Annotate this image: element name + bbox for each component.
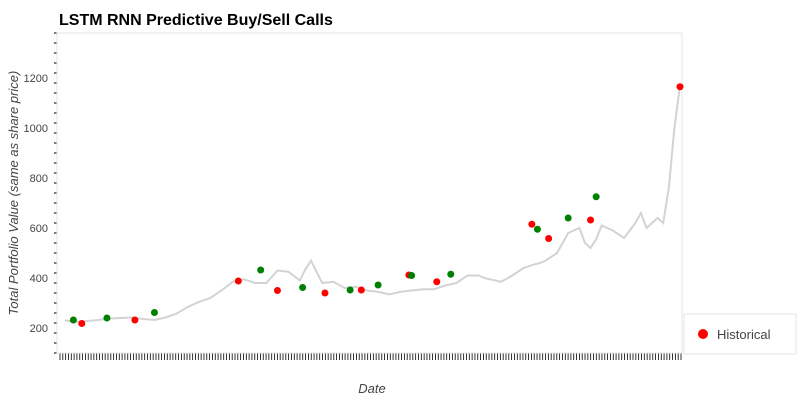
chart-title: LSTM RNN Predictive Buy/Sell Calls <box>59 12 333 29</box>
y-tick-label: 1200 <box>24 73 48 85</box>
sell-marker <box>545 235 553 242</box>
sell-marker <box>433 278 441 286</box>
sell-marker <box>528 220 536 228</box>
y-tick-label: 800 <box>30 173 48 185</box>
x-axis-label: Date <box>358 381 385 396</box>
legend-label-historical: Historical <box>717 327 771 342</box>
y-tick-label: 600 <box>30 223 48 235</box>
y-tick-label: 200 <box>30 323 48 335</box>
buy-marker <box>533 225 541 233</box>
sell-marker <box>321 289 329 297</box>
buy-marker <box>408 272 416 279</box>
sell-marker <box>357 286 365 294</box>
sell-marker <box>78 320 86 327</box>
y-tick-label: 1000 <box>24 123 48 135</box>
buy-marker <box>447 270 455 278</box>
plot-area <box>64 83 684 327</box>
sell-marker <box>131 316 139 324</box>
sell-marker <box>234 277 242 285</box>
sell-marker <box>273 287 281 294</box>
buy-marker <box>374 281 382 289</box>
buy-marker <box>150 309 158 316</box>
legend: Historical <box>683 313 797 355</box>
y-tick-label: 400 <box>30 273 48 285</box>
plot-frame <box>56 32 683 354</box>
signal-markers <box>69 83 684 327</box>
price-line <box>64 85 681 323</box>
buy-marker <box>69 316 77 324</box>
sell-marker <box>676 83 684 91</box>
buy-marker <box>257 266 265 274</box>
buy-marker <box>103 314 111 322</box>
y-axis: 200 400 600 800 1000 1200 <box>24 32 58 354</box>
x-axis <box>57 352 682 360</box>
buy-marker <box>346 286 354 294</box>
sell-marker <box>587 216 595 224</box>
legend-marker-historical <box>698 329 708 339</box>
buy-marker <box>564 214 572 222</box>
buy-marker <box>592 193 600 201</box>
y-axis-label: Total Portfolio Value (same as share pri… <box>6 71 21 316</box>
buy-marker <box>299 284 307 291</box>
